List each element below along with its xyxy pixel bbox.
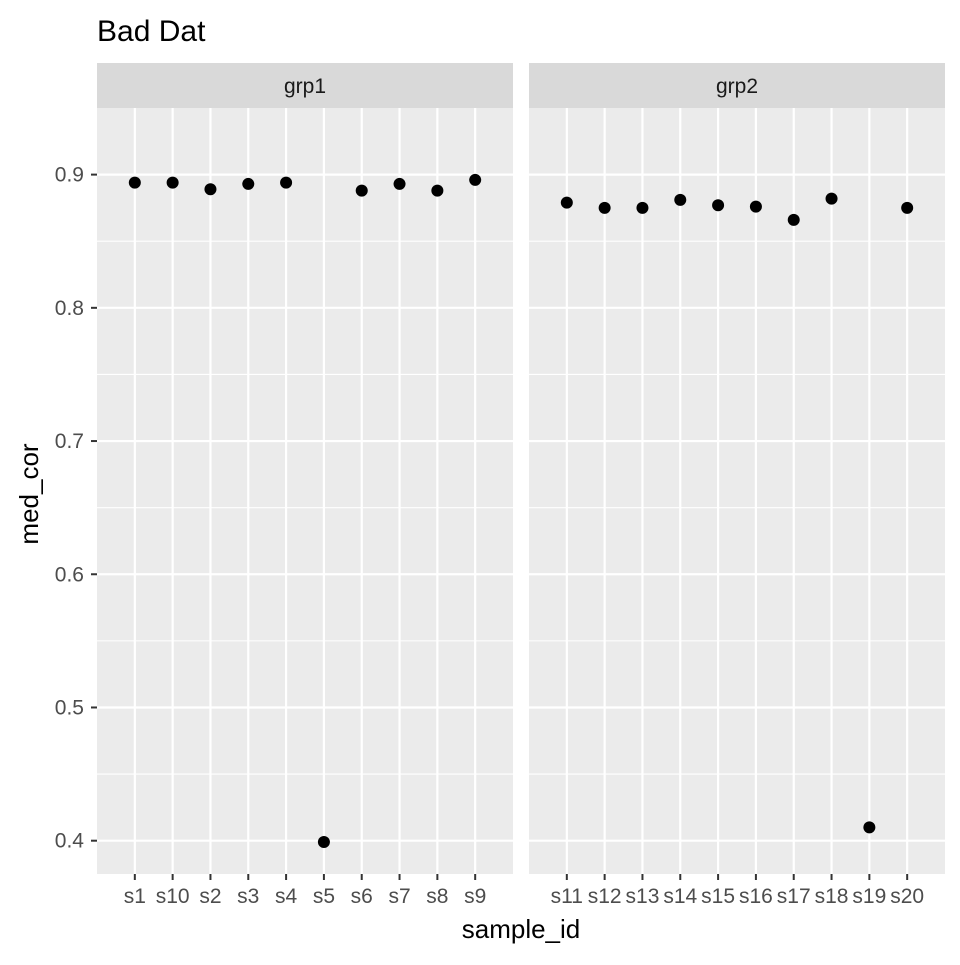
x-tick-label: s16	[739, 885, 773, 908]
y-tick-label: 0.7	[55, 430, 84, 453]
y-tick-label: 0.4	[55, 830, 85, 853]
panel-background	[97, 108, 513, 874]
data-point	[863, 821, 876, 834]
data-point	[469, 173, 482, 186]
x-tick-label: s12	[588, 885, 622, 908]
y-tick-label: 0.6	[55, 563, 84, 586]
x-tick-label: s19	[852, 885, 886, 908]
data-point	[355, 184, 368, 197]
x-tick-label: s2	[199, 885, 221, 908]
data-point	[749, 200, 762, 213]
x-tick-label: s11	[551, 885, 583, 908]
x-axis-title: sample_id	[462, 914, 581, 944]
x-tick-label: s1	[124, 885, 146, 908]
data-point	[901, 201, 914, 214]
data-point	[825, 192, 838, 205]
x-tick-label: s20	[890, 885, 924, 908]
y-tick-label: 0.5	[55, 696, 84, 719]
data-point	[280, 176, 293, 189]
data-point	[317, 836, 330, 849]
x-tick-label: s3	[237, 885, 259, 908]
data-point	[393, 177, 406, 190]
data-point	[560, 196, 573, 209]
facet-strip	[529, 63, 945, 108]
x-tick-label: s17	[777, 885, 811, 908]
data-point	[242, 177, 255, 190]
facet-strip-label: grp2	[716, 75, 758, 98]
facet-strip-label: grp1	[284, 75, 326, 98]
data-point	[636, 201, 649, 214]
x-tick-label: s5	[313, 885, 335, 908]
data-point	[166, 176, 179, 189]
data-point	[204, 183, 217, 196]
x-tick-label: s4	[275, 885, 298, 908]
x-tick-label: s10	[156, 885, 190, 908]
chart-title: Bad Dat	[97, 15, 206, 48]
data-point	[712, 199, 725, 212]
y-tick-label: 0.8	[55, 297, 84, 320]
facet-panel-grp1: grp1 s1 s10 s2 s3 s4 s5 s6 s7 s8 s9	[97, 63, 513, 908]
x-tick-label: s6	[351, 885, 373, 908]
x-tick-label: s13	[626, 885, 660, 908]
y-axis: 0.4 0.5 0.6 0.7 0.8 0.9	[55, 164, 97, 853]
y-tick-label: 0.9	[55, 164, 84, 187]
x-tick-label: s7	[388, 885, 410, 908]
facet-panel-grp2: grp2 s11 s12 s13 s14 s15 s16 s17 s18 s19 s20	[529, 63, 945, 908]
data-point	[128, 176, 141, 189]
x-tick-label: s15	[701, 885, 735, 908]
facet-strip	[97, 63, 513, 108]
data-point	[598, 201, 611, 214]
data-point	[431, 184, 444, 197]
x-tick-label: s14	[663, 885, 697, 908]
x-tick-label: s9	[464, 885, 486, 908]
data-point	[674, 193, 687, 206]
panel-background	[529, 108, 945, 874]
x-tick-label: s18	[815, 885, 849, 908]
y-axis-title: med_cor	[14, 443, 44, 544]
x-tick-label: s8	[426, 885, 448, 908]
data-point	[787, 213, 800, 226]
